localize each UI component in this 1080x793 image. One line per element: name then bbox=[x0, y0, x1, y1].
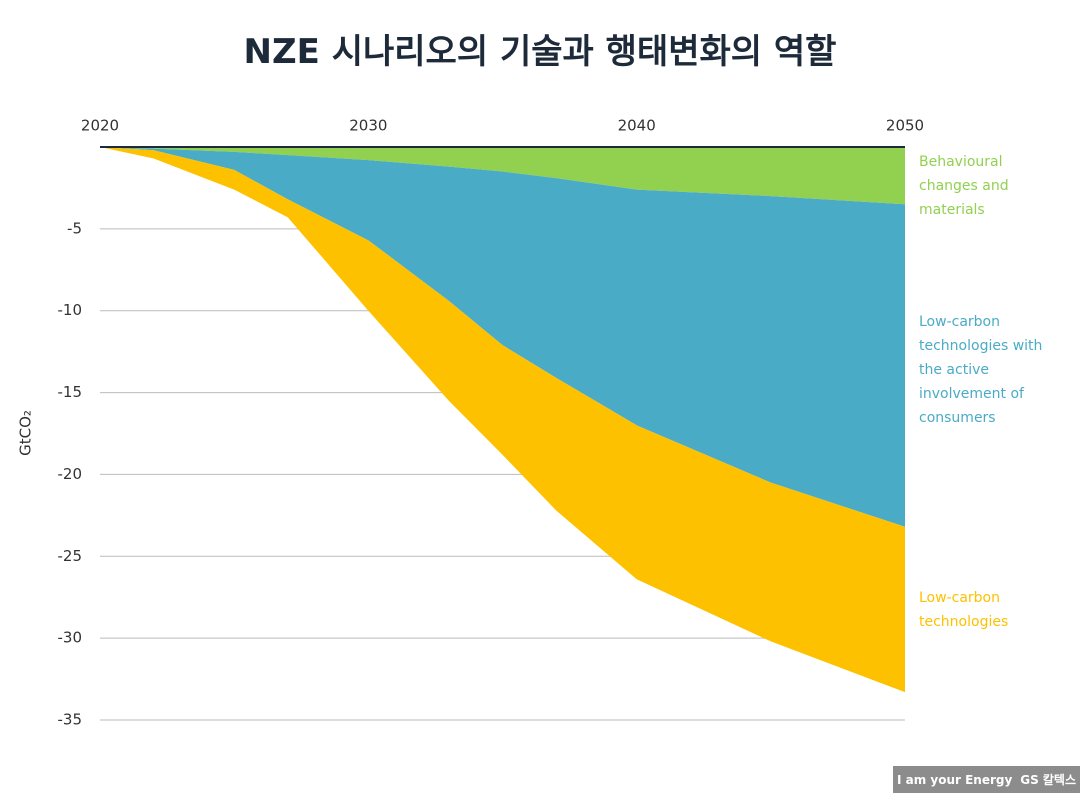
y-tick-label: -5 bbox=[67, 219, 82, 237]
area bbox=[100, 147, 905, 527]
y-tick-label: -25 bbox=[58, 547, 83, 565]
x-tick-label: 2030 bbox=[349, 117, 387, 135]
footer-logo: I am your Energy GS 칼텍스 bbox=[893, 766, 1080, 793]
chart-title: NZE 시나리오의 기술과 행태변화의 역할 bbox=[243, 32, 837, 72]
y-tick-label: -35 bbox=[58, 711, 83, 729]
legend-label: Low-carbon technologies with the active … bbox=[919, 314, 1043, 426]
x-tick-label: 2050 bbox=[886, 117, 924, 135]
y-tick-label: -10 bbox=[58, 301, 83, 319]
y-tick-label: -20 bbox=[58, 465, 83, 483]
y-tick-label: -30 bbox=[58, 629, 83, 647]
x-tick-label: 2040 bbox=[618, 117, 656, 135]
slogan: I am your Energy bbox=[896, 772, 1013, 787]
y-tick-label: -15 bbox=[58, 383, 83, 401]
brand: GS 칼텍스 bbox=[1020, 773, 1077, 787]
y-axis-label: GtCO₂ bbox=[17, 410, 35, 456]
area bbox=[100, 147, 905, 693]
legend-label: Low-carbon technologies bbox=[919, 590, 1009, 630]
legend-label: Behavioural changes and materials bbox=[919, 154, 1009, 218]
area bbox=[100, 147, 905, 205]
x-tick-label: 2020 bbox=[81, 117, 119, 135]
